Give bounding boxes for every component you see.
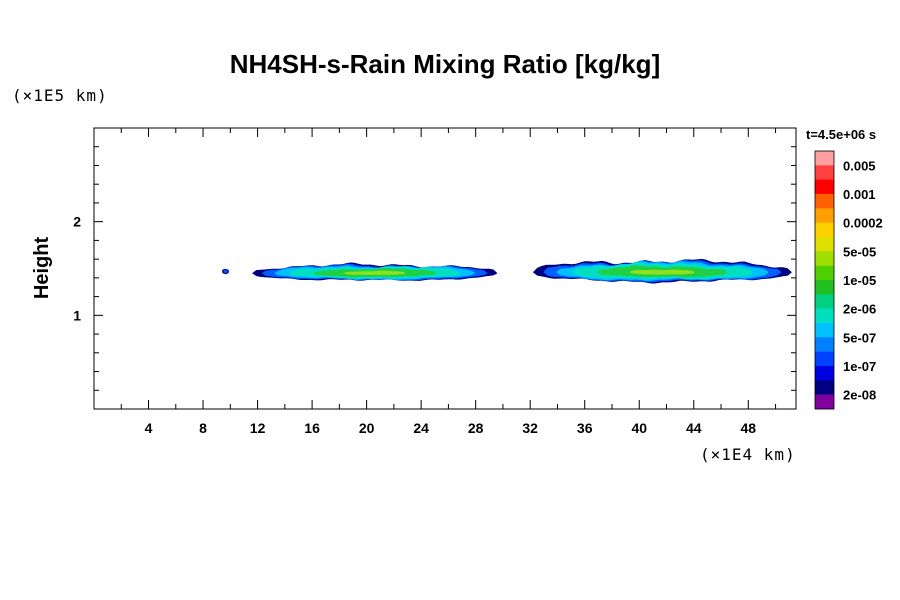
colorbar-segment: [815, 237, 834, 252]
x-axis-unit: (×1E4 km): [700, 445, 796, 464]
x-tick-label: 44: [686, 420, 702, 436]
y-axis-label: Height: [31, 237, 53, 300]
colorbar-label: 0.001: [843, 187, 876, 202]
colorbar-segment: [815, 380, 834, 395]
colorbar-segment: [815, 222, 834, 238]
colorbar-segment: [815, 308, 834, 324]
x-tick-label: 32: [522, 420, 538, 436]
x-tick-label: 8: [199, 420, 207, 436]
colorbar-segment: [815, 179, 834, 195]
colorbar-label: 2e-08: [843, 388, 876, 403]
contour-region-core: [630, 269, 695, 275]
colorbar-segment: [815, 294, 834, 309]
x-tick-label: 40: [631, 420, 647, 436]
y-axis-unit: (×1E5 km): [12, 86, 108, 105]
x-tick-label: 4: [145, 420, 153, 436]
colorbar-frame: [814, 150, 835, 410]
x-tick-label: 20: [359, 420, 375, 436]
colorbar-segment: [815, 208, 834, 223]
plot-frame: [93, 127, 797, 410]
x-tick-label: 16: [304, 420, 320, 436]
y-tick-label: 1: [73, 307, 81, 323]
x-axis-ticks: 4 8 12 16 20 24 28 32 36 40 44 48: [120, 128, 777, 436]
colorbar-segment: [815, 165, 834, 180]
colorbar-label: 1e-05: [843, 273, 876, 288]
chart-title: NH4SH-s-Rain Mixing Ratio [kg/kg]: [230, 49, 660, 79]
colorbar: 0.005 0.001 0.0002 5e-05 1e-05 2e-06 5e-07 1e-0…: [814, 150, 883, 410]
colorbar-label: 5e-05: [843, 244, 876, 259]
colorbar-segment: [815, 151, 834, 166]
colorbar-segment: [815, 251, 834, 266]
time-label: t=4.5e+06 s: [806, 127, 876, 142]
colorbar-segment: [815, 366, 834, 381]
x-tick-label: 24: [413, 420, 429, 436]
contour-fill: [222, 258, 792, 284]
colorbar-label: 0.0002: [843, 216, 883, 231]
colorbar-segment: [815, 394, 834, 410]
colorbar-label: 0.005: [843, 158, 876, 173]
colorbar-label: 2e-06: [843, 302, 876, 317]
colorbar-label: 1e-07: [843, 359, 876, 374]
x-tick-label: 12: [250, 420, 266, 436]
x-tick-label: 28: [468, 420, 484, 436]
colorbar-segment: [815, 265, 834, 281]
colorbar-label: 5e-07: [843, 330, 876, 345]
colorbar-segment: [815, 351, 834, 367]
x-tick-label: 36: [577, 420, 593, 436]
colorbar-segment: [815, 323, 834, 338]
x-tick-label: 48: [741, 420, 757, 436]
colorbar-segment: [815, 280, 834, 295]
contour-blob-inner: [223, 269, 228, 273]
y-tick-label: 2: [73, 214, 81, 230]
colorbar-segment: [815, 337, 834, 352]
y-axis-ticks: 12: [73, 146, 796, 391]
contour-region-core: [344, 270, 406, 275]
colorbar-segment: [815, 194, 834, 209]
